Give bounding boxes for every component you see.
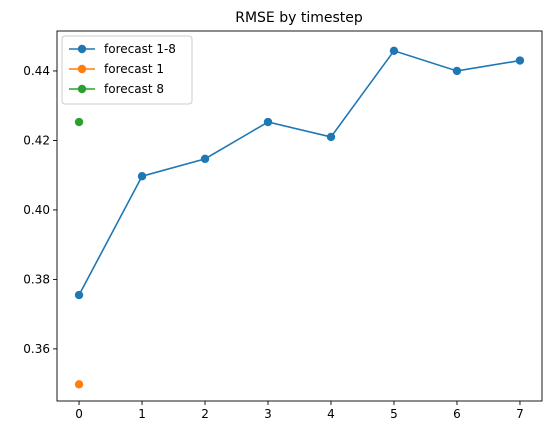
legend-marker-0 (77, 44, 87, 54)
x-tick-label-2: 2 (201, 407, 209, 421)
legend-marker-2 (77, 84, 87, 94)
data-point-s0-1 (137, 172, 147, 181)
x-tick-label-5: 5 (390, 407, 398, 421)
data-point-s0-0 (74, 290, 84, 300)
x-tick-label-7: 7 (516, 407, 524, 421)
plot-frame (56, 30, 543, 402)
x-tick-label-0: 0 (75, 407, 83, 421)
y-tick-label-2: 0.40 (23, 203, 50, 217)
data-point-s0-5 (389, 46, 399, 56)
y-tick-label-1: 0.38 (23, 272, 50, 286)
legend-box (61, 35, 193, 105)
legend-label-0: forecast 1-8 (104, 42, 176, 56)
axes: 0 1 2 3 4 5 6 7 0.36 0.38 0.40 0.42 0.44 (23, 30, 543, 421)
legend-label-2: forecast 8 (104, 82, 164, 96)
y-tick-label-3: 0.42 (23, 133, 50, 147)
x-tick-label-6: 6 (453, 407, 461, 421)
x-tick-label-3: 3 (264, 407, 272, 421)
legend-label-1: forecast 1 (104, 62, 164, 76)
x-tick-label-1: 1 (138, 407, 146, 421)
legend: forecast 1-8 forecast 1 forecast 8 (61, 35, 193, 105)
chart-title: RMSE by timestep (235, 10, 363, 26)
x-tick-label-4: 4 (327, 407, 335, 421)
data-point-s0-2 (200, 154, 210, 164)
legend-marker-1 (77, 64, 87, 74)
data-point-s1-0 (74, 380, 84, 389)
y-tick-label-0: 0.36 (23, 342, 50, 356)
plot-area (74, 46, 525, 389)
data-point-s0-3 (263, 117, 273, 127)
data-point-s0-4 (326, 132, 336, 142)
data-point-s0-6 (452, 66, 462, 76)
data-point-s0-7 (515, 56, 525, 65)
series-line-0 (78, 49, 521, 296)
y-tick-label-4: 0.44 (23, 64, 50, 78)
data-point-s2-0 (74, 117, 84, 127)
